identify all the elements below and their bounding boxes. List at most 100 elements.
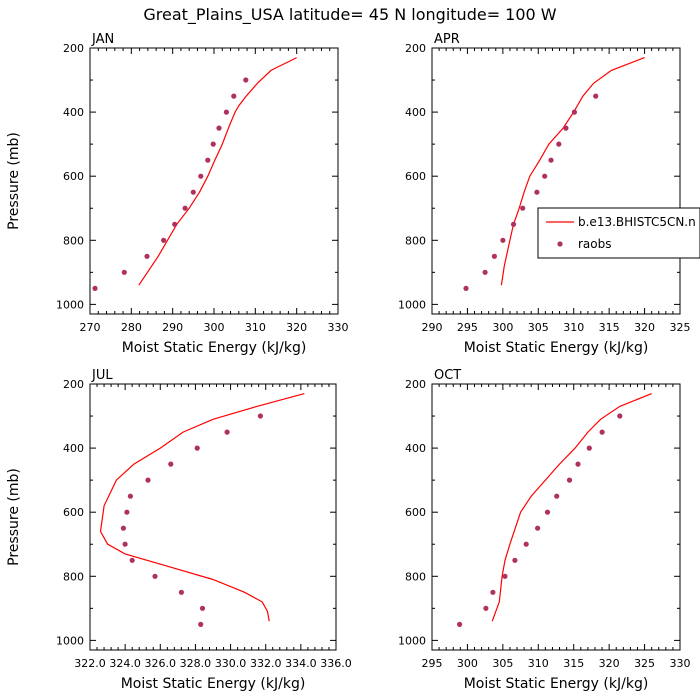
x-tick-label: 295	[457, 321, 478, 334]
raobs-point	[120, 525, 126, 531]
raobs-point	[457, 621, 463, 628]
raobs-point	[482, 269, 488, 275]
y-tick-label: 800	[405, 570, 426, 583]
raobs-point	[129, 557, 135, 563]
raobs-point	[556, 141, 562, 147]
panel-jan: JAN 270 280 290 300 310 320 330 200 400 600 800 1000…	[6, 32, 349, 356]
raobs-point	[586, 445, 592, 451]
raobs-point	[535, 525, 541, 531]
y-tick-label: 200	[405, 42, 426, 55]
x-tick-label: 320	[599, 657, 620, 670]
x-tick-label: 300	[457, 657, 478, 670]
y-tick-label: 400	[63, 442, 84, 455]
raobs-point	[210, 141, 216, 147]
x-tick-label: 336.0	[320, 657, 352, 670]
panel-title: APR	[434, 32, 460, 47]
raobs-point	[542, 173, 548, 179]
model-profile-line	[138, 57, 297, 286]
raobs-point	[617, 413, 623, 419]
x-tick-label: 326.0	[145, 657, 177, 670]
model-profile-line	[99, 393, 305, 622]
raobs-point	[127, 493, 133, 499]
x-tick-label: 320	[634, 321, 655, 334]
x-axis-label: Moist Static Energy (kJ/kg)	[464, 676, 649, 692]
raobs-point	[144, 253, 150, 259]
raobs-point	[124, 509, 130, 515]
raobs-point	[92, 285, 98, 291]
x-tick-label: 320	[286, 321, 307, 334]
panel-apr: APR 290 295 300 305 310 315 320 325 200 400 600 800 1…	[398, 32, 700, 356]
plot-frame	[89, 47, 339, 315]
y-tick-label: 1000	[398, 634, 426, 647]
x-tick-label: 315	[599, 321, 620, 334]
x-tick-label: 310	[528, 657, 549, 670]
raobs-point	[243, 77, 249, 83]
raobs-point	[216, 125, 222, 131]
raobs-point	[182, 205, 188, 211]
raobs-point	[178, 589, 184, 595]
y-tick-label: 600	[63, 506, 84, 519]
legend-model-label: b.e13.BHISTC5CN.n	[578, 215, 696, 229]
plot-frame	[431, 47, 681, 315]
x-axis-label: Moist Static Energy (kJ/kg)	[464, 340, 649, 356]
panel-title: JUL	[91, 368, 113, 383]
y-tick-label: 600	[405, 506, 426, 519]
y-tick-label: 600	[63, 170, 84, 183]
raobs-point	[563, 125, 569, 131]
raobs-point	[520, 205, 526, 211]
raobs-point	[544, 509, 551, 515]
panel-title: OCT	[434, 368, 461, 383]
y-tick-label: 400	[63, 106, 84, 119]
x-axis-label: Moist Static Energy (kJ/kg)	[121, 676, 306, 692]
raobs-point	[599, 429, 605, 435]
x-tick-label: 305	[528, 321, 549, 334]
x-tick-label: 270	[80, 321, 101, 334]
x-tick-label: 325	[634, 657, 655, 670]
x-tick-label: 290	[422, 321, 443, 334]
raobs-point	[205, 157, 211, 163]
raobs-point	[534, 189, 540, 195]
x-tick-label: 330.0	[215, 657, 247, 670]
x-tick-label: 315	[563, 657, 584, 670]
raobs-point	[548, 157, 554, 163]
model-profile-line	[491, 393, 652, 622]
y-tick-label: 1000	[56, 634, 84, 647]
y-tick-label: 200	[63, 378, 84, 391]
x-tick-label: 305	[492, 657, 513, 670]
x-tick-label: 280	[121, 321, 142, 334]
plot-frame	[89, 383, 337, 651]
raobs-point	[145, 477, 151, 483]
x-tick-label: 330	[670, 657, 691, 670]
raobs-point	[483, 605, 489, 611]
x-tick-label: 325	[670, 321, 691, 334]
raobs-point	[512, 557, 518, 563]
y-axis-label: Pressure (mb)	[6, 132, 22, 230]
x-tick-label: 334.0	[285, 657, 317, 670]
y-tick-label: 1000	[398, 298, 426, 311]
raobs-point	[198, 173, 204, 179]
raobs-point	[491, 253, 497, 259]
x-tick-label: 332.0	[250, 657, 282, 670]
legend-obs-swatch	[557, 241, 563, 247]
x-tick-label: 295	[422, 657, 443, 670]
raobs-point	[199, 605, 206, 611]
y-tick-label: 800	[405, 234, 426, 247]
raobs-point	[224, 429, 230, 435]
raobs-point	[121, 269, 127, 275]
x-tick-label: 322.0	[74, 657, 106, 670]
raobs-point	[231, 93, 237, 99]
plot-frame	[431, 383, 681, 651]
y-tick-label: 800	[63, 570, 84, 583]
x-axis-label: Moist Static Energy (kJ/kg)	[122, 340, 307, 356]
raobs-point	[554, 493, 560, 499]
raobs-point	[502, 573, 508, 579]
y-tick-label: 1000	[56, 298, 84, 311]
panel-jul: JUL 322.0 324.0 326.0 328.0 330.0 332.0 334.0 33…	[6, 368, 352, 692]
legend: b.e13.BHISTC5CN.n raobs	[537, 207, 700, 259]
legend-obs-label: raobs	[578, 237, 612, 251]
raobs-point	[593, 93, 599, 99]
y-tick-label: 400	[405, 106, 426, 119]
raobs-point	[490, 589, 496, 595]
raobs-point	[152, 573, 158, 579]
